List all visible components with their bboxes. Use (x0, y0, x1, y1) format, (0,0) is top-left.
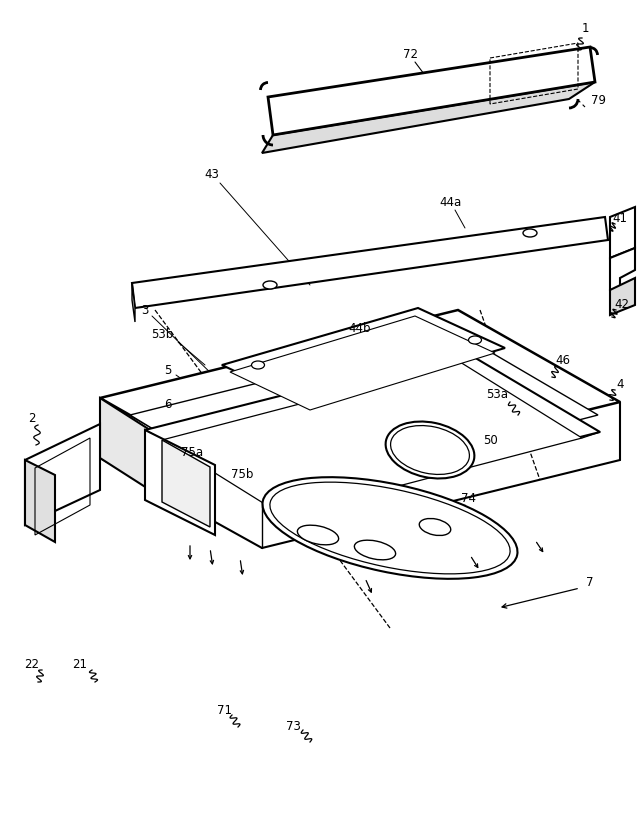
Text: 46: 46 (556, 353, 570, 366)
Ellipse shape (386, 422, 474, 478)
Text: 75b: 75b (231, 468, 253, 481)
Text: 21: 21 (72, 659, 88, 672)
Polygon shape (230, 316, 495, 410)
Text: 4: 4 (616, 379, 624, 392)
Ellipse shape (263, 281, 277, 289)
Polygon shape (130, 333, 598, 500)
Polygon shape (145, 350, 600, 512)
Polygon shape (268, 47, 595, 135)
Polygon shape (145, 430, 215, 535)
Ellipse shape (419, 518, 451, 535)
Text: 42: 42 (614, 299, 630, 312)
Ellipse shape (252, 361, 264, 369)
Ellipse shape (523, 229, 537, 237)
Ellipse shape (298, 526, 339, 545)
Text: 43: 43 (205, 168, 220, 181)
Text: 1: 1 (581, 21, 589, 34)
Text: 44b: 44b (349, 322, 371, 335)
Polygon shape (222, 308, 505, 406)
Polygon shape (262, 82, 595, 153)
Polygon shape (610, 278, 635, 315)
Text: 72: 72 (403, 48, 417, 61)
Ellipse shape (390, 426, 469, 474)
Text: 44a: 44a (439, 197, 461, 210)
Ellipse shape (468, 336, 481, 344)
Text: 50: 50 (483, 433, 497, 446)
Text: 22: 22 (24, 659, 40, 672)
Polygon shape (162, 440, 210, 527)
Text: 74: 74 (461, 491, 476, 504)
Text: 53b: 53b (151, 329, 173, 342)
Text: 3: 3 (141, 304, 148, 317)
Polygon shape (25, 460, 55, 542)
Polygon shape (100, 310, 620, 490)
Text: 73: 73 (285, 720, 300, 733)
Ellipse shape (355, 540, 396, 560)
Text: 5: 5 (164, 363, 172, 376)
Text: 79: 79 (591, 94, 605, 107)
Text: 41: 41 (612, 211, 627, 224)
Text: 6: 6 (164, 398, 172, 411)
Polygon shape (132, 283, 135, 322)
Text: 7: 7 (586, 575, 594, 588)
Text: 71: 71 (218, 703, 232, 716)
Text: 75a: 75a (181, 446, 203, 459)
Polygon shape (162, 362, 582, 516)
Polygon shape (610, 207, 635, 258)
Ellipse shape (270, 482, 510, 574)
Polygon shape (100, 398, 150, 490)
Polygon shape (132, 217, 608, 308)
Polygon shape (610, 248, 635, 290)
Ellipse shape (262, 477, 518, 579)
Polygon shape (25, 424, 100, 525)
Text: 2: 2 (28, 411, 36, 424)
Text: 53a: 53a (486, 388, 508, 401)
